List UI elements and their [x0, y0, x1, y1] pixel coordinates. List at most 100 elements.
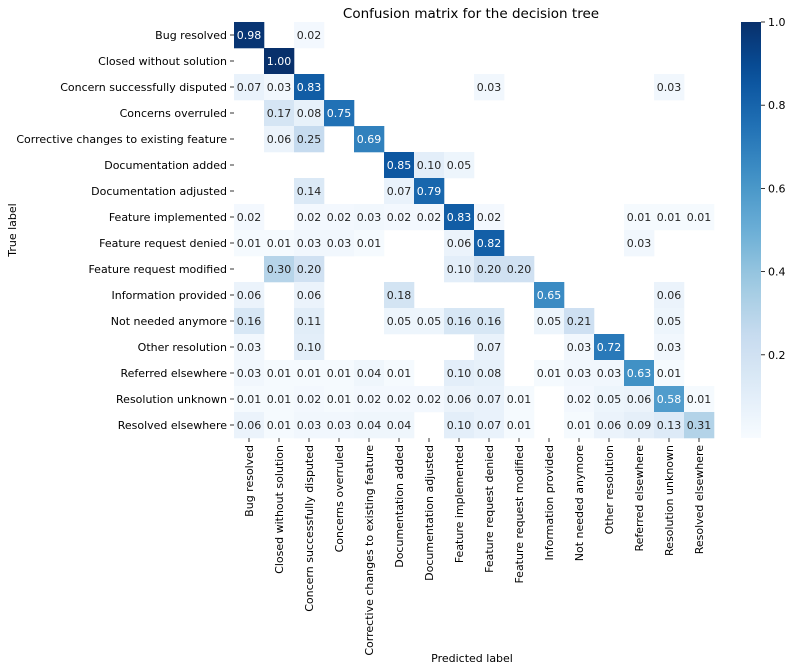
cell-value-label: 0.10 [297, 341, 322, 354]
row-label: Corrective changes to existing feature [16, 133, 227, 146]
heatmap-cell [294, 100, 325, 127]
heatmap-cell [294, 360, 325, 387]
heatmap-cell [444, 386, 475, 413]
cell-value-label: 0.58 [657, 393, 682, 406]
row-label: Closed without solution [98, 55, 227, 68]
cell-value-label: 0.10 [447, 263, 472, 276]
heatmap-cell [594, 334, 625, 361]
colorbar-tick-label: 0.6 [768, 182, 786, 195]
heatmap-cell [564, 334, 595, 361]
heatmap-cell [324, 204, 355, 231]
cell-value-label: 0.98 [237, 29, 262, 42]
cell-value-label: 0.16 [237, 315, 262, 328]
cell-value-label: 0.07 [477, 419, 502, 432]
cell-value-label: 0.05 [597, 393, 622, 406]
cell-value-label: 0.09 [627, 419, 652, 432]
heatmap-cell [504, 386, 535, 413]
heatmap-cell [444, 152, 475, 179]
column-tick-labels: Bug resolved Closed without solution Conce… [243, 438, 706, 656]
cell-value-label: 0.11 [297, 315, 322, 328]
cell-value-label: 0.02 [417, 393, 442, 406]
heatmap-cell [294, 334, 325, 361]
row-label: Resolved elsewhere [118, 419, 228, 432]
heatmap-cell [294, 230, 325, 257]
heatmap-cell [294, 22, 325, 49]
heatmap-cell [234, 22, 265, 49]
heatmap-cell [594, 360, 625, 387]
column-label: Concerns overruled [333, 445, 346, 552]
row-label: Information provided [112, 289, 227, 302]
heatmap-cell [444, 256, 475, 283]
colorbar-tick-label: 0.8 [768, 99, 786, 112]
colorbar-gradient [741, 22, 761, 438]
heatmap-cell [354, 412, 385, 439]
cell-value-label: 0.01 [237, 393, 262, 406]
cell-value-label: 0.03 [297, 237, 322, 250]
colorbar-tick-label: 1.0 [768, 16, 786, 29]
cell-value-label: 0.03 [237, 367, 262, 380]
column-label: Documentation added [393, 445, 406, 568]
cell-value-label: 0.07 [477, 393, 502, 406]
heatmap-cell [594, 412, 625, 439]
heatmap-cell [384, 282, 415, 309]
heatmap-cell [264, 256, 295, 283]
heatmap-cell [294, 386, 325, 413]
row-label: Feature request modified [88, 263, 227, 276]
cell-value-label: 0.01 [387, 367, 412, 380]
heatmap-cell [654, 334, 685, 361]
heatmap-cell [294, 204, 325, 231]
cell-value-label: 0.79 [417, 185, 442, 198]
heatmap-cell [684, 412, 715, 439]
cell-value-label: 0.83 [297, 81, 322, 94]
column-label: Referred elsewhere [633, 445, 646, 552]
cell-value-label: 0.08 [477, 367, 502, 380]
heatmap-cell [624, 230, 655, 257]
cell-value-label: 0.03 [357, 211, 382, 224]
cell-value-label: 0.05 [447, 159, 472, 172]
heatmap-cell [534, 282, 565, 309]
cell-value-label: 0.02 [297, 211, 322, 224]
cell-value-label: 0.06 [657, 289, 682, 302]
cell-value-label: 0.02 [327, 211, 352, 224]
cell-value-label: 0.06 [237, 419, 262, 432]
heatmap-cell [564, 386, 595, 413]
heatmap-cell [234, 308, 265, 335]
cell-value-label: 0.16 [447, 315, 472, 328]
cell-value-label: 0.85 [387, 159, 412, 172]
cell-value-label: 0.03 [567, 341, 592, 354]
y-axis-label: True label [6, 203, 19, 257]
cell-value-label: 0.01 [297, 367, 322, 380]
heatmap-cell [474, 412, 505, 439]
colorbar: 0.2 0.4 0.6 0.8 1.0 [741, 16, 786, 438]
cell-value-label: 0.01 [687, 211, 712, 224]
cell-value-label: 0.04 [387, 419, 412, 432]
heatmap-cell [684, 204, 715, 231]
cell-value-label: 0.72 [597, 341, 622, 354]
colorbar-tick-label: 0.4 [768, 266, 786, 279]
row-label: Not needed anymore [111, 315, 227, 328]
heatmap-cell [234, 334, 265, 361]
cell-value-label: 0.03 [567, 367, 592, 380]
row-label: Feature request denied [99, 237, 227, 250]
cell-value-label: 1.00 [267, 55, 292, 68]
heatmap-cell [234, 282, 265, 309]
heatmap-cell [684, 386, 715, 413]
cell-value-label: 0.08 [297, 107, 322, 120]
cell-value-label: 0.06 [267, 133, 292, 146]
cell-value-label: 0.20 [477, 263, 502, 276]
heatmap-cell [384, 360, 415, 387]
column-label: Resolution unknown [663, 445, 676, 556]
heatmap-cell [474, 74, 505, 101]
heatmap-cell [624, 360, 655, 387]
cell-value-label: 0.07 [477, 341, 502, 354]
cell-value-label: 0.02 [387, 211, 412, 224]
cell-value-label: 0.01 [687, 393, 712, 406]
heatmap-cell [564, 360, 595, 387]
cell-value-label: 0.83 [447, 211, 472, 224]
cell-value-label: 0.05 [387, 315, 412, 328]
cell-value-label: 0.02 [297, 393, 322, 406]
heatmap-cell [654, 308, 685, 335]
heatmap-cell [654, 282, 685, 309]
heatmap-cell [414, 386, 445, 413]
cell-value-label: 0.20 [507, 263, 532, 276]
